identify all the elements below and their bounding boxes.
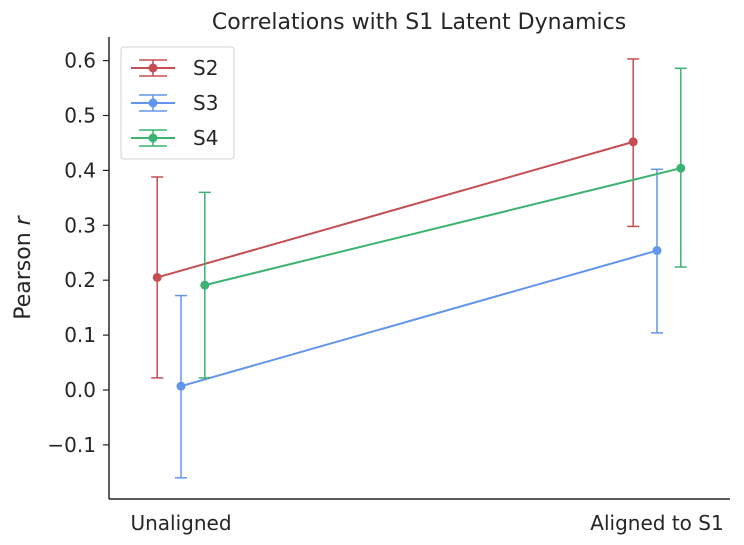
series-line (180, 249, 658, 388)
y-tick-label: 0.1 (64, 323, 96, 347)
legend-frame (120, 46, 235, 160)
legend-marker (148, 133, 158, 143)
y-tick-label: −0.1 (47, 433, 96, 457)
series-s4 (198, 67, 687, 379)
data-point (652, 246, 662, 256)
x-tick-label: Unaligned (130, 511, 231, 535)
series-line (204, 167, 682, 287)
y-tick-label: 0.2 (64, 268, 96, 292)
x-ticks: Unaligned Aligned to S1 (130, 511, 723, 535)
data-point (152, 272, 162, 282)
legend-label: S3 (193, 91, 218, 115)
legend-entry-s2: S2 (131, 56, 218, 80)
y-axis-label: Pearson r (11, 214, 36, 319)
y-tick-label: 0.5 (64, 104, 96, 128)
y-tick-label: 0.6 (64, 49, 96, 73)
y-ticks: −0.1 0.0 0.1 0.2 0.3 0.4 0.5 0.6 (47, 49, 109, 457)
y-tick-label: 0.0 (64, 378, 96, 402)
series-line (156, 140, 634, 279)
legend-label: S4 (193, 126, 218, 150)
legend-entry-s4: S4 (131, 126, 218, 150)
data-point (176, 381, 186, 391)
y-axis-label-main: Pearson (11, 232, 36, 319)
y-tick-label: 0.4 (64, 158, 96, 182)
legend-marker (148, 98, 158, 108)
chart-title: Correlations with S1 Latent Dynamics (212, 10, 626, 35)
series-s2 (151, 58, 640, 379)
data-point (628, 137, 638, 147)
series-layer (151, 58, 687, 479)
data-point (200, 280, 210, 290)
y-tick-label: 0.3 (64, 213, 96, 237)
legend-marker (148, 63, 158, 73)
y-axis-label-variable: r (11, 214, 36, 225)
legend-entry-s3: S3 (131, 91, 218, 115)
series-s3 (175, 168, 663, 479)
legend-entries: S2 S3 S4 (131, 56, 218, 150)
data-point (676, 163, 686, 173)
legend-label: S2 (193, 56, 218, 80)
legend: S2 S3 S4 (120, 46, 235, 160)
x-tick-label: Aligned to S1 (590, 511, 723, 535)
